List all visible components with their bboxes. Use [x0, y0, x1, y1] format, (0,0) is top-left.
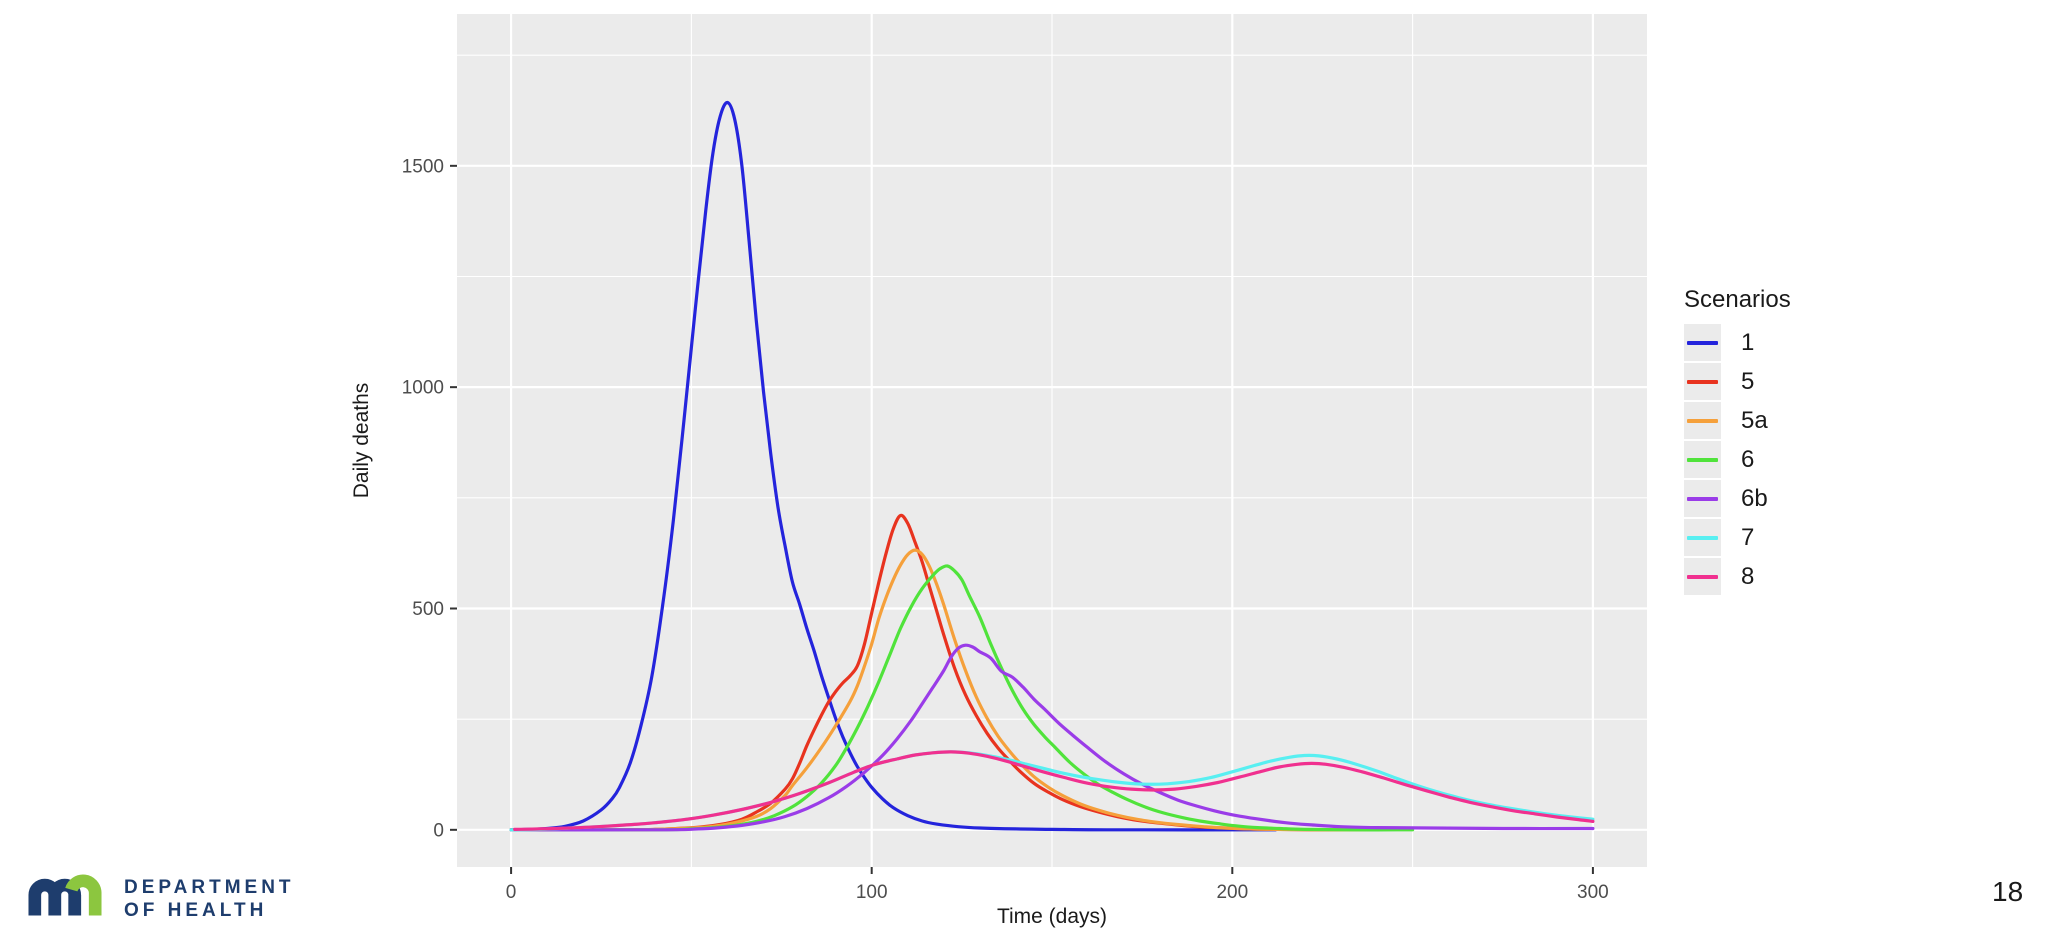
legend-label-5: 5 [1741, 367, 1755, 395]
y-tick-label: 1500 [402, 156, 444, 177]
x-tick-label: 200 [1216, 882, 1248, 903]
logo-line-1: DEPARTMENT [124, 877, 295, 898]
mdh-logo: DEPARTMENT OF HEALTH [28, 874, 295, 922]
legend-key-6 [1684, 441, 1721, 479]
legend-key-6b [1684, 480, 1721, 518]
legend-line-icon [1687, 380, 1718, 384]
legend-label-8: 8 [1741, 562, 1755, 590]
legend-key-5 [1684, 363, 1721, 401]
legend-line-icon [1687, 497, 1718, 501]
legend-item-5: 5 [1684, 362, 1791, 401]
page-number: 18 [1992, 876, 2024, 907]
legend-label-1: 1 [1741, 328, 1755, 356]
y-tick-label: 0 [433, 820, 444, 841]
legend-label-5a: 5a [1741, 406, 1768, 434]
x-axis-title: Time (days) [997, 905, 1107, 928]
legend-line-icon [1687, 575, 1718, 579]
legend-item-7: 7 [1684, 518, 1791, 557]
legend-label-6: 6 [1741, 445, 1755, 473]
legend-key-5a [1684, 402, 1721, 440]
legend-line-icon [1687, 419, 1718, 423]
legend-title: Scenarios [1684, 286, 1791, 313]
y-tick-label: 1000 [402, 378, 444, 399]
series-line-6b [509, 643, 1595, 832]
y-axis-title: Daily deaths [350, 383, 373, 499]
legend-line-icon [1687, 536, 1718, 540]
mn-logo-icon [28, 874, 102, 916]
legend-key-8 [1684, 558, 1721, 596]
legend-label-7: 7 [1741, 523, 1755, 551]
logo-line-2: OF HEALTH [124, 900, 268, 921]
legend-key-7 [1684, 519, 1721, 557]
legend-key-1 [1684, 324, 1721, 362]
legend-item-6b: 6b [1684, 479, 1791, 518]
legend-label-6b: 6b [1741, 484, 1768, 512]
series-line-8 [513, 750, 1595, 831]
legend-item-8: 8 [1684, 557, 1791, 596]
series-line-6 [509, 564, 1415, 832]
legend-item-5a: 5a [1684, 401, 1791, 440]
x-tick-label: 0 [506, 882, 517, 903]
legend-item-1: 1 [1684, 323, 1791, 362]
chart-legend: Scenarios 1 5 5a 6 6b 7 8 [1684, 286, 1791, 596]
legend-items: 1 5 5a 6 6b 7 8 [1684, 323, 1791, 596]
legend-line-icon [1687, 458, 1718, 462]
logo-text: DEPARTMENT OF HEALTH [124, 874, 295, 922]
x-tick-label: 300 [1577, 882, 1609, 903]
series-line-1 [509, 100, 1278, 832]
y-tick-label: 500 [412, 599, 444, 620]
legend-line-icon [1687, 341, 1718, 345]
x-tick-label: 100 [856, 882, 888, 903]
legend-item-6: 6 [1684, 440, 1791, 479]
